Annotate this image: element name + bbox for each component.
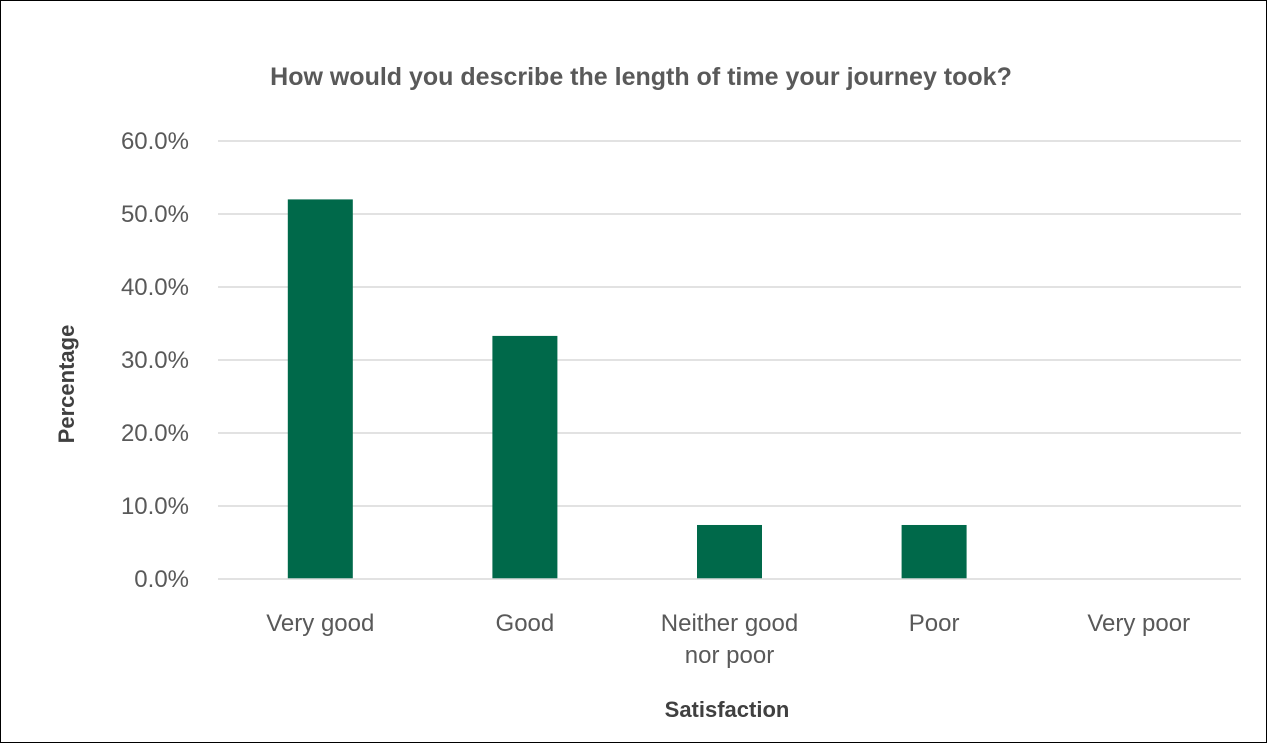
bars [287, 199, 967, 579]
y-tick-label: 40.0% [121, 274, 189, 301]
y-tick-label: 50.0% [121, 201, 189, 228]
x-category-label: Neither good nor poor [661, 610, 798, 669]
x-category-label: Very good [266, 610, 374, 637]
bar [287, 199, 353, 579]
x-category-label: Good [496, 610, 555, 637]
y-tick-label: 0.0% [134, 566, 189, 593]
chart-title: How would you describe the length of tim… [270, 63, 1012, 91]
x-category-label: Poor [909, 610, 960, 637]
y-axis-title: Percentage [54, 325, 79, 444]
bar [492, 335, 558, 579]
x-axis-categories: Very good Good Neither good nor poor Poor Ver… [266, 610, 1190, 669]
bar [697, 524, 762, 579]
y-tick-label: 30.0% [121, 347, 189, 374]
x-category-label: Very poor [1087, 610, 1190, 637]
y-tick-label: 20.0% [121, 420, 189, 447]
gridlines [218, 140, 1241, 507]
y-tick-label: 60.0% [121, 128, 189, 155]
y-axis-ticks: 0.0% 10.0% 20.0% 30.0% 40.0% 50.0% 60.0% [121, 128, 189, 593]
y-tick-label: 10.0% [121, 493, 189, 520]
bar [901, 524, 967, 579]
x-axis-title: Satisfaction [665, 697, 790, 722]
